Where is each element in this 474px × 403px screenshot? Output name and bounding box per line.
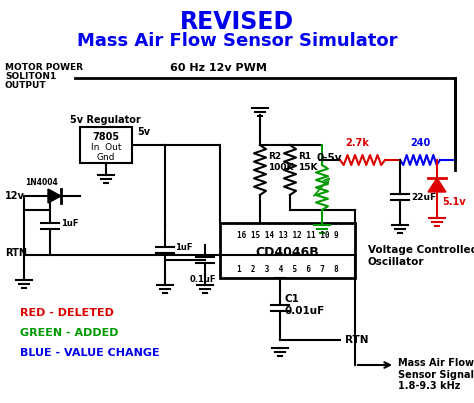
Text: 7805: 7805 — [92, 132, 119, 142]
Text: 1  2  3  4  5  6  7  8: 1 2 3 4 5 6 7 8 — [237, 265, 338, 274]
Text: BLUE - VALUE CHANGE: BLUE - VALUE CHANGE — [20, 348, 160, 358]
Text: REVISED: REVISED — [180, 10, 294, 34]
Text: 1uF: 1uF — [61, 220, 79, 229]
Text: MOTOR POWER: MOTOR POWER — [5, 63, 83, 72]
Text: 240: 240 — [410, 138, 430, 148]
Text: R2
100K: R2 100K — [268, 152, 293, 172]
Polygon shape — [48, 189, 61, 203]
Text: GREEN - ADDED: GREEN - ADDED — [20, 328, 118, 338]
Text: 1N4004: 1N4004 — [26, 178, 58, 187]
Text: 16 15 14 13 12 11 10 9: 16 15 14 13 12 11 10 9 — [237, 231, 338, 240]
Text: 2.7k: 2.7k — [345, 138, 369, 148]
Text: Mass Air Flow
Sensor Signal
1.8-9.3 kHz: Mass Air Flow Sensor Signal 1.8-9.3 kHz — [398, 358, 474, 391]
Text: Gnd: Gnd — [97, 153, 115, 162]
Text: CD4046B: CD4046B — [255, 246, 319, 259]
Text: RTN: RTN — [5, 248, 27, 258]
Text: 5.1v: 5.1v — [442, 197, 465, 207]
Text: R1
15K: R1 15K — [298, 152, 318, 172]
Text: RED - DELETED: RED - DELETED — [20, 308, 114, 318]
Text: RTN: RTN — [345, 335, 368, 345]
Bar — [220, 223, 355, 278]
Text: C1
0.01uF: C1 0.01uF — [285, 294, 325, 316]
Text: 0-5v: 0-5v — [317, 153, 343, 163]
Text: 0.1uF: 0.1uF — [190, 276, 217, 285]
Text: 22uF: 22uF — [411, 193, 436, 202]
Text: 5v: 5v — [137, 127, 150, 137]
Text: 1uF: 1uF — [175, 243, 192, 253]
Text: Mass Air Flow Sensor Simulator: Mass Air Flow Sensor Simulator — [77, 32, 397, 50]
Text: OUTPUT: OUTPUT — [5, 81, 46, 90]
Text: SOLITON1: SOLITON1 — [5, 72, 56, 81]
Text: 60 Hz 12v PWM: 60 Hz 12v PWM — [170, 63, 267, 73]
Polygon shape — [428, 178, 446, 192]
Text: 12v: 12v — [5, 191, 25, 201]
Bar — [80, 127, 132, 163]
Text: 5v Regulator: 5v Regulator — [70, 115, 140, 125]
Text: Voltage Controlled
Oscillator: Voltage Controlled Oscillator — [368, 245, 474, 267]
Text: In  Out: In Out — [91, 143, 121, 152]
